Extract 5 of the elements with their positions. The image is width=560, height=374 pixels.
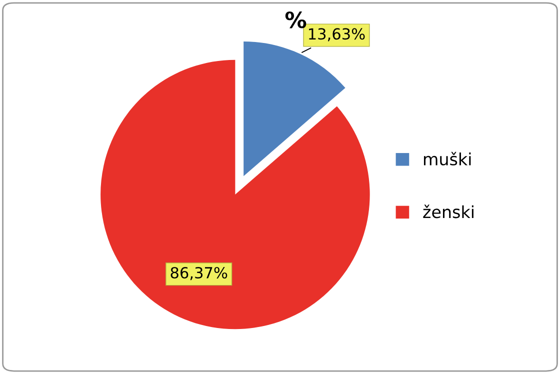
chart-title: % bbox=[285, 11, 306, 28]
legend-label: ženski bbox=[423, 204, 474, 218]
legend-label: muški bbox=[424, 152, 471, 166]
data-label: 86,37% bbox=[170, 266, 228, 280]
data-label: 13,63% bbox=[309, 28, 365, 42]
